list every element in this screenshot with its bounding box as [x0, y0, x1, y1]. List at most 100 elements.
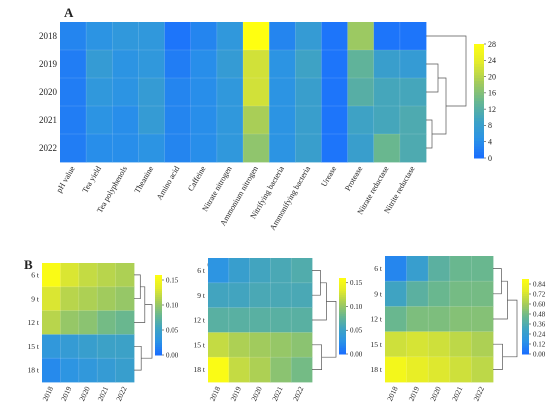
heatmap-cell-b — [78, 358, 98, 383]
dendrogram-d — [493, 343, 503, 370]
colorbar-a — [474, 78, 484, 82]
colorbar-d — [522, 316, 529, 319]
heatmap-cell-a — [216, 134, 244, 163]
heatmap-cell-a — [295, 78, 322, 107]
colorbar-d — [522, 333, 529, 336]
heatmap-cell-a — [216, 78, 244, 107]
dendrogram-d — [493, 280, 508, 320]
colorbar-tick-label-c: 0.00 — [350, 350, 363, 358]
colorbar-a — [474, 89, 484, 93]
heatmap-cell-a — [164, 78, 192, 107]
heatmap-cell-d — [406, 356, 429, 383]
column-label-b: 2018 — [41, 385, 56, 403]
heatmap-cell-a — [190, 50, 218, 79]
colorbar-c — [339, 319, 346, 323]
colorbar-c — [339, 302, 346, 306]
column-label-a: Protease — [343, 164, 365, 192]
colorbar-tick-label-a: 28 — [488, 40, 496, 49]
colorbar-b — [155, 335, 162, 338]
heatmap-cell-a — [321, 106, 348, 135]
colorbar-d — [522, 348, 529, 351]
heatmap-cell-a — [112, 50, 139, 79]
heatmap-cell-a — [347, 50, 375, 79]
heatmap-cell-c — [249, 258, 271, 284]
heatmap-cell-d — [385, 356, 407, 383]
heatmap-cell-a — [164, 106, 192, 135]
colorbar-a — [474, 49, 484, 54]
colorbar-a — [474, 149, 484, 153]
column-label-c: 2022 — [291, 385, 306, 403]
heatmap-cell-a — [190, 134, 218, 163]
colorbar-a — [474, 92, 484, 96]
colorbar-a — [474, 81, 484, 85]
heatmap-cell-b — [78, 263, 98, 288]
heatmap-cell-c — [249, 282, 271, 308]
colorbar-b — [155, 343, 162, 346]
colorbar-d — [522, 294, 529, 297]
row-label-d: 12 t — [371, 315, 383, 324]
row-label-c: 15 t — [194, 340, 206, 349]
column-label-a: Caffeine — [186, 164, 208, 193]
column-label-b: 2020 — [77, 385, 92, 403]
heatmap-cell-d — [385, 281, 407, 307]
heatmap-cell-b — [97, 358, 116, 383]
heatmap-cell-b — [42, 334, 61, 359]
heatmap-cell-d — [428, 306, 451, 332]
colorbar-d — [522, 324, 529, 327]
colorbar-d — [522, 310, 529, 314]
colorbar-tick-label-a: 8 — [488, 121, 492, 130]
heatmap-cell-a — [347, 134, 375, 163]
colorbar-d — [522, 352, 529, 355]
heatmap-cell-c — [291, 307, 313, 333]
colorbar-d — [522, 339, 529, 342]
colorbar-a — [474, 83, 484, 88]
colorbar-tick-label-c: 0.15 — [350, 279, 363, 287]
heatmap-cell-a — [243, 78, 270, 107]
colorbar-b — [155, 303, 162, 306]
colorbar-tick-label-b: 0.00 — [166, 351, 179, 359]
column-label-a: Urease — [319, 164, 338, 188]
heatmap-cell-a — [373, 22, 401, 51]
colorbar-a — [474, 155, 484, 159]
colorbar-tick-label-b: 0.10 — [166, 301, 179, 309]
colorbar-c — [339, 312, 346, 315]
colorbar-tick-label-d: 0.84 — [533, 280, 546, 288]
heatmap-cell-a — [86, 78, 113, 107]
colorbar-b — [155, 331, 162, 334]
heatmap-cell-c — [228, 357, 250, 383]
row-label-b: 12 t — [28, 318, 40, 327]
heatmap-cell-a — [295, 50, 322, 79]
heatmap-cell-c — [208, 258, 230, 284]
colorbar-a — [474, 55, 484, 59]
heatmap-cell-a — [60, 106, 87, 135]
heatmap-cell-a — [86, 134, 113, 163]
row-label-c: 18 t — [194, 365, 206, 374]
colorbar-d — [522, 284, 529, 287]
colorbar-b — [155, 345, 162, 348]
colorbar-b — [155, 325, 162, 328]
row-label-d: 9 t — [374, 289, 383, 298]
heatmap-cell-c — [249, 307, 271, 333]
column-label-b: 2021 — [96, 385, 111, 403]
colorbar-a — [474, 101, 484, 105]
heatmap-cell-a — [86, 106, 113, 135]
heatmap-cell-d — [449, 331, 472, 358]
colorbar-c — [339, 298, 346, 302]
heatmap-cell-a — [138, 78, 165, 107]
heatmap-cell-c — [208, 332, 230, 358]
colorbar-c — [339, 325, 346, 328]
heatmap-cell-b — [78, 310, 98, 335]
heatmap-cell-d — [471, 331, 494, 358]
colorbar-tick-label-a: 4 — [488, 138, 492, 147]
dendrogram-a — [426, 63, 439, 93]
row-label-a: 2018 — [39, 31, 58, 41]
colorbar-c — [339, 283, 346, 287]
colorbar-a — [474, 52, 484, 56]
heatmap-cell-d — [449, 256, 472, 282]
column-label-a: pH value — [54, 164, 77, 194]
colorbar-tick-label-d: 0.72 — [533, 290, 546, 298]
heatmap-cell-a — [373, 134, 401, 163]
colorbar-a — [474, 63, 484, 68]
heatmap-cell-d — [406, 331, 429, 358]
colorbar-d — [522, 288, 529, 291]
